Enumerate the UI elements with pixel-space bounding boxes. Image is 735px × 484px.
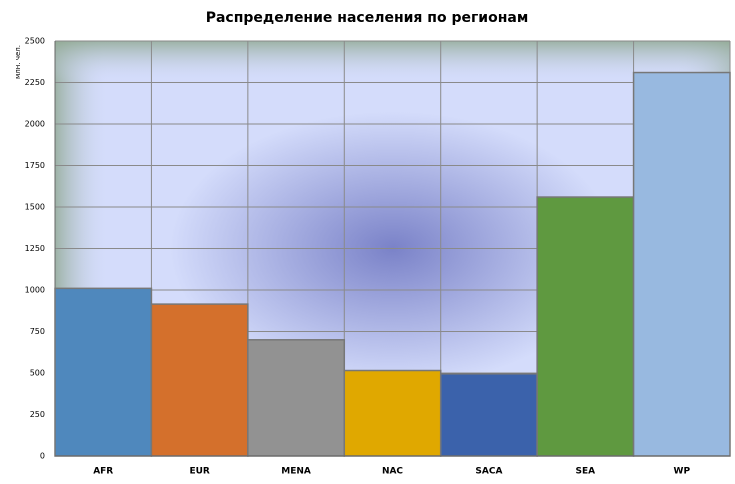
- y-tick-label: 1750: [25, 161, 45, 170]
- x-tick-label: NAC: [382, 467, 403, 477]
- y-tick-label: 500: [30, 369, 45, 378]
- bar: [343, 369, 442, 457]
- bar: [439, 373, 538, 457]
- bar: [247, 339, 346, 457]
- bar: [54, 287, 153, 457]
- y-tick-label: 750: [30, 327, 45, 336]
- x-tick-label: MENA: [281, 467, 311, 477]
- x-tick-label: SACA: [475, 467, 502, 477]
- y-tick-label: 1500: [25, 203, 45, 212]
- chart-title: Распределение населения по регионам: [206, 10, 529, 26]
- x-tick-label: WP: [674, 467, 691, 477]
- bar: [150, 303, 249, 457]
- bar: [632, 71, 731, 457]
- y-tick-label: 1250: [25, 244, 45, 253]
- y-tick-label: 1000: [25, 286, 45, 295]
- y-axis-label: млн. чел.: [14, 45, 22, 79]
- y-tick-label: 2500: [25, 37, 45, 46]
- x-tick-label: SEA: [576, 467, 596, 477]
- x-tick-label: AFR: [93, 467, 113, 477]
- y-tick-label: 250: [30, 410, 45, 419]
- y-tick-label: 2000: [25, 120, 45, 129]
- bar: [536, 196, 635, 457]
- y-tick-label: 0: [40, 452, 45, 461]
- x-tick-label: EUR: [189, 467, 209, 477]
- y-tick-label: 2250: [25, 78, 45, 87]
